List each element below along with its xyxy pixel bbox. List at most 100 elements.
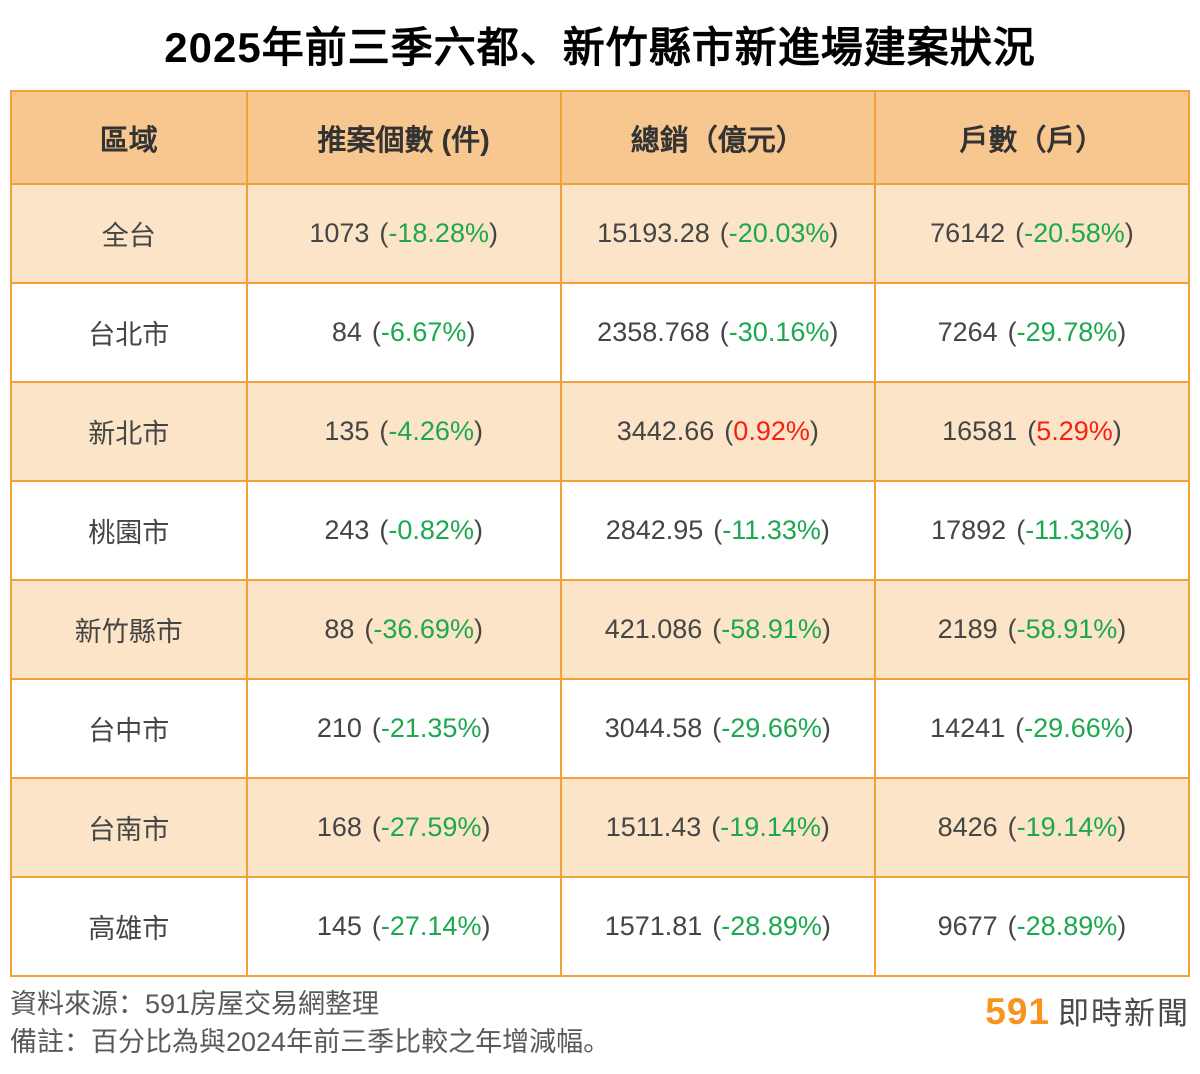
sales-cell: 421.086 (-58.91%)	[559, 579, 876, 680]
units-change: -28.89%	[1016, 911, 1118, 941]
sales-change: -19.14%	[720, 812, 821, 842]
region-cell: 台中市	[10, 678, 248, 779]
stats-table: 區域 推案個數 (件) 總銷（億元） 戶數（戶） 全台 1073 (-18.28%…	[10, 90, 1191, 977]
region-cell: 台北市	[10, 282, 248, 383]
paren-open: (	[379, 515, 389, 545]
paren-close: )	[473, 416, 483, 446]
paren-close: )	[821, 911, 831, 941]
sales-change: -20.03%	[728, 218, 830, 248]
paren-close: )	[1117, 911, 1127, 941]
projects-cell: 1073 (-18.28%)	[245, 183, 562, 284]
units-change: -20.58%	[1024, 218, 1125, 248]
units-value: 8426	[937, 812, 998, 842]
projects-value: 243	[324, 515, 370, 545]
projects-cell: 210 (-21.35%)	[245, 678, 562, 779]
units-cell: 16581 (5.29%)	[873, 381, 1191, 482]
projects-change: -27.14%	[380, 911, 482, 941]
projects-change: -21.35%	[380, 713, 482, 743]
table-row: 台北市 84 (-6.67%) 2358.768 (-30.16%) 7264 (-2…	[10, 282, 1191, 383]
paren-open: (	[371, 317, 381, 347]
paren-close: )	[481, 713, 491, 743]
sales-cell: 2842.95 (-11.33%)	[559, 480, 876, 581]
logo-brand-591: 591	[985, 991, 1050, 1032]
paren-close: )	[481, 911, 491, 941]
591-news-logo: 591 即時新聞	[985, 988, 1190, 1033]
projects-cell: 168 (-27.59%)	[245, 777, 562, 878]
paren-close: )	[481, 812, 491, 842]
units-change: -19.14%	[1016, 812, 1118, 842]
paren-open: (	[379, 416, 389, 446]
paren-open: (	[712, 713, 722, 743]
paren-close: )	[809, 416, 819, 446]
sales-value: 15193.28	[597, 218, 710, 248]
sales-cell: 3044.58 (-29.66%)	[559, 678, 876, 779]
units-cell: 2189 (-58.91%)	[873, 579, 1191, 680]
paren-open: (	[724, 416, 734, 446]
sales-value: 3044.58	[604, 713, 703, 743]
paren-open: (	[1027, 416, 1037, 446]
region-cell: 全台	[10, 183, 248, 284]
sales-value: 421.086	[604, 614, 703, 644]
region-cell: 新竹縣市	[10, 579, 248, 680]
units-change: -58.91%	[1016, 614, 1118, 644]
footer-notes: 資料來源：591房屋交易網整理 備註：百分比為與2024年前三季比較之年增減幅。	[10, 986, 610, 1062]
sales-change: -58.91%	[721, 614, 822, 644]
projects-change: -18.28%	[388, 218, 489, 248]
projects-value: 135	[324, 416, 370, 446]
projects-cell: 243 (-0.82%)	[245, 480, 562, 581]
table-row: 新竹縣市 88 (-36.69%) 421.086 (-58.91%) 2189 (-…	[10, 579, 1191, 680]
paren-open: (	[1007, 317, 1017, 347]
sales-cell: 15193.28 (-20.03%)	[559, 183, 876, 284]
footer: 資料來源：591房屋交易網整理 備註：百分比為與2024年前三季比較之年增減幅。…	[10, 986, 1190, 1062]
sales-value: 3442.66	[616, 416, 715, 446]
paren-open: (	[371, 911, 381, 941]
sales-change: 0.92%	[733, 416, 810, 446]
table-row: 台南市 168 (-27.59%) 1511.43 (-19.14%) 8426 (-…	[10, 777, 1191, 878]
paren-open: (	[1016, 515, 1026, 545]
paren-open: (	[719, 218, 729, 248]
source-line: 資料來源：591房屋交易網整理	[10, 989, 380, 1019]
paren-open: (	[1007, 614, 1017, 644]
units-cell: 14241 (-29.66%)	[873, 678, 1191, 779]
paren-close: )	[466, 317, 476, 347]
units-cell: 9677 (-28.89%)	[873, 876, 1191, 977]
region-cell: 桃園市	[10, 480, 248, 581]
projects-change: -4.26%	[388, 416, 474, 446]
units-cell: 17892 (-11.33%)	[873, 480, 1191, 581]
paren-open: (	[1007, 812, 1017, 842]
paren-close: )	[820, 812, 830, 842]
table-row: 高雄市 145 (-27.14%) 1571.81 (-28.89%) 9677 (-…	[10, 876, 1191, 977]
paren-close: )	[473, 515, 483, 545]
projects-value: 88	[324, 614, 355, 644]
paren-open: (	[371, 812, 381, 842]
table-row: 全台 1073 (-18.28%) 15193.28 (-20.03%) 76142…	[10, 183, 1191, 284]
units-change: -29.66%	[1024, 713, 1125, 743]
paren-close: )	[488, 218, 498, 248]
units-change: 5.29%	[1036, 416, 1113, 446]
paren-close: )	[1112, 416, 1122, 446]
paren-close: )	[1123, 515, 1133, 545]
note-line: 備註：百分比為與2024年前三季比較之年增減幅。	[10, 1026, 611, 1057]
table-body: 全台 1073 (-18.28%) 15193.28 (-20.03%) 76142…	[10, 183, 1191, 977]
table-row: 台中市 210 (-21.35%) 3044.58 (-29.66%) 14241(…	[10, 678, 1191, 779]
paren-open: (	[1007, 911, 1017, 941]
paren-open: (	[712, 614, 722, 644]
paren-close: )	[1117, 317, 1127, 347]
sales-value: 1571.81	[604, 911, 703, 941]
paren-close: )	[473, 614, 483, 644]
projects-change: -27.59%	[380, 812, 482, 842]
projects-change: -0.82%	[388, 515, 474, 545]
paren-open: (	[379, 218, 389, 248]
projects-change: -6.67%	[380, 317, 467, 347]
paren-open: (	[713, 515, 723, 545]
projects-value: 145	[316, 911, 362, 941]
table-row: 桃園市 243 (-0.82%) 2842.95 (-11.33%) 17892 (-…	[10, 480, 1191, 581]
projects-cell: 145 (-27.14%)	[245, 876, 562, 977]
sales-change: -28.89%	[721, 911, 822, 941]
paren-open: (	[371, 713, 381, 743]
units-value: 14241	[930, 713, 1006, 743]
paren-open: (	[712, 911, 722, 941]
projects-change: -36.69%	[373, 614, 474, 644]
paren-open: (	[711, 812, 721, 842]
